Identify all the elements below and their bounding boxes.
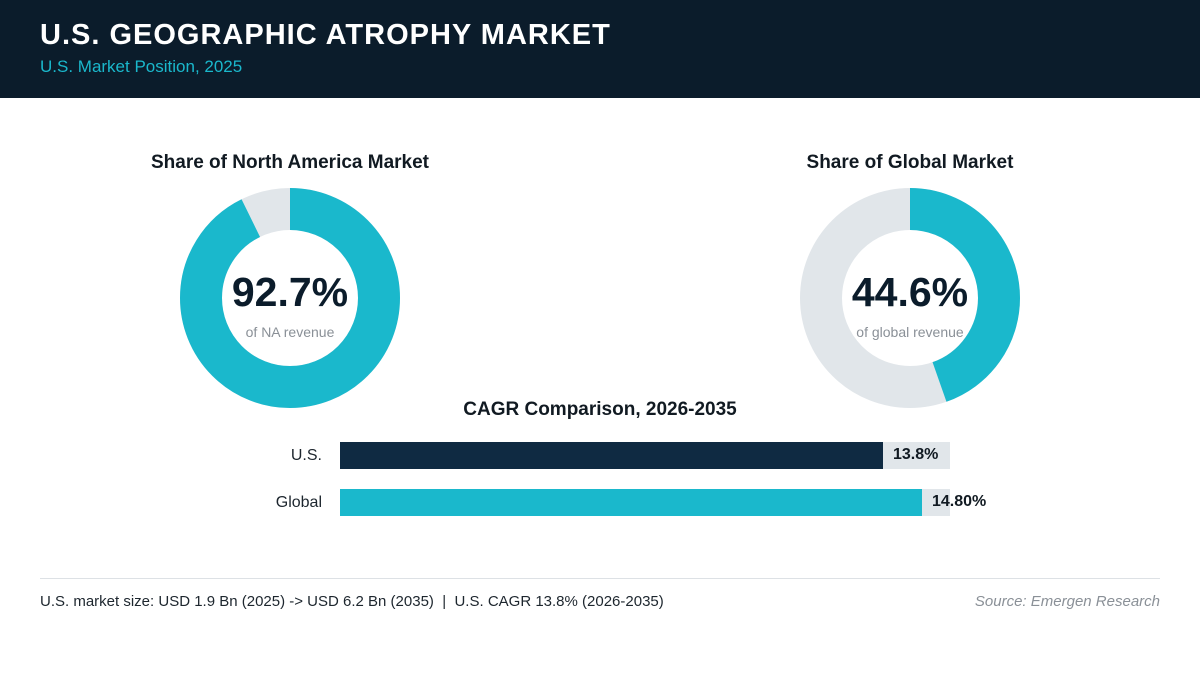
page-subtitle: U.S. Market Position, 2025 xyxy=(40,57,243,76)
donut-container: 44.6% of global revenue xyxy=(800,188,1020,408)
bar-category-label: Global xyxy=(275,494,322,511)
donut-value: 44.6% xyxy=(851,269,969,315)
donut-title: Share of North America Market xyxy=(150,152,430,173)
donut-arc xyxy=(180,188,400,408)
bar-category-label: U.S. xyxy=(290,447,322,464)
bar-track xyxy=(340,442,950,469)
bar-us xyxy=(340,442,883,469)
donut-center: 44.6% of global revenue xyxy=(800,188,1020,408)
donut-caption: of global revenue xyxy=(856,324,964,340)
page-title: U.S. GEOGRAPHIC ATROPHY MARKET xyxy=(40,19,611,51)
bar-row-us: U.S. 13.8% xyxy=(0,442,1200,469)
north-america-share-chart: Share of North America Market 92.7% of N… xyxy=(120,150,460,408)
global-share-chart: Share of Global Market 44.6% of global r… xyxy=(740,150,1080,408)
donut-arc xyxy=(800,188,1020,408)
bar-value-label: 13.8% xyxy=(893,446,939,463)
footer-note: U.S. market size: USD 1.9 Bn (2025) -> U… xyxy=(40,593,664,610)
cagr-chart-title: CAGR Comparison, 2026-2035 xyxy=(463,399,737,420)
footer-source: Source: Emergen Research xyxy=(974,593,1160,610)
donut-center: 92.7% of NA revenue xyxy=(180,188,400,408)
bar-global xyxy=(340,489,922,516)
donut-svg xyxy=(800,188,1020,408)
donut-container: 92.7% of NA revenue xyxy=(180,188,400,408)
donut-value: 92.7% xyxy=(231,269,349,315)
donut-caption: of NA revenue xyxy=(245,324,335,340)
footer-divider xyxy=(40,578,1160,579)
bar-track xyxy=(340,489,950,516)
header-banner: U.S. GEOGRAPHIC ATROPHY MARKET U.S. Mark… xyxy=(0,0,1200,98)
bar-value-label: 14.80% xyxy=(932,493,987,510)
donut-title: Share of Global Market xyxy=(806,152,1014,173)
donut-svg xyxy=(180,188,400,408)
bar-row-global: Global 14.80% xyxy=(0,489,1200,516)
